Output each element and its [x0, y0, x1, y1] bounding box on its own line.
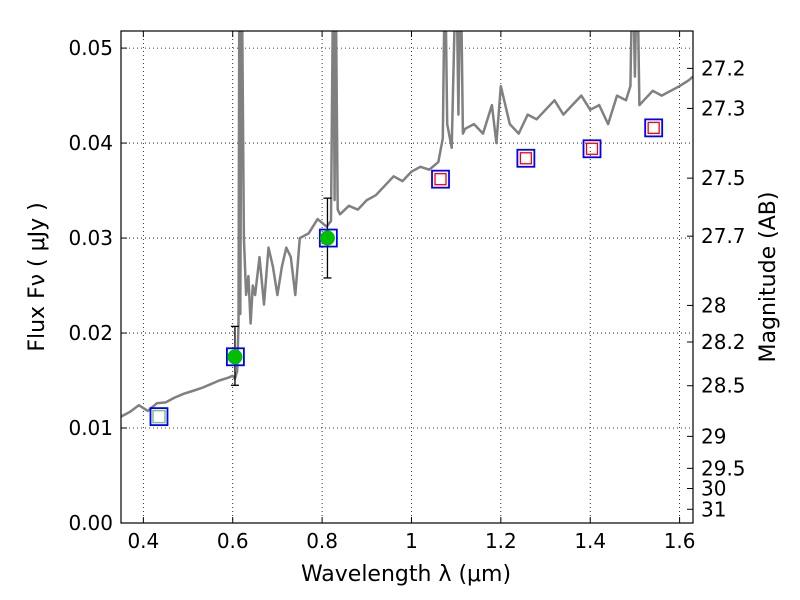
y-tick-label: 0.03: [68, 226, 113, 250]
right-tick-label: 29.5: [701, 456, 746, 480]
plot-frame: [120, 30, 694, 524]
upper-limits-marker: [519, 152, 533, 165]
model-photometry-marker: [318, 228, 338, 248]
y-tick-label: 0.00: [68, 511, 113, 535]
ticks-layer: 0.4 0.6 0.8 1 1.2 1.4 1.6 0.00 0.01 0.02 0.03 0.04 0…: [68, 31, 746, 553]
right-tick-label: 28: [701, 293, 726, 317]
y-axis-label: Flux Fν ( μJy ): [25, 202, 50, 351]
x-tick-label: 0.4: [127, 529, 159, 553]
right-tick-label: 29: [701, 424, 726, 448]
model-photometry-marker: [644, 118, 664, 138]
right-tick-label: 27.2: [701, 56, 746, 80]
right-tick-label: 31: [701, 497, 726, 521]
x-tick-label: 0.8: [306, 529, 338, 553]
upper-limits-marker: [647, 121, 660, 135]
right-tick-label: 27.5: [701, 166, 746, 190]
measured-point: [319, 230, 335, 246]
right-tick-label: 27.3: [701, 96, 746, 120]
y-tick-label: 0.01: [68, 416, 113, 440]
spectrum-line: [121, 31, 693, 418]
x-tick-label: 1.2: [485, 529, 517, 553]
right-tick-label: 28.2: [701, 330, 746, 354]
grid: [121, 31, 693, 523]
faint-detection-marker: [152, 409, 166, 424]
upper-limits-marker: [434, 173, 447, 186]
model-photometry-marker: [225, 347, 245, 367]
right-tick-label: 30: [701, 477, 726, 501]
right-axis-label: Magnitude (AB): [756, 192, 781, 363]
x-tick-label: 1.6: [664, 529, 696, 553]
x-tick-label: 1.4: [574, 529, 606, 553]
right-tick-label: 28.5: [701, 374, 746, 398]
model-photometry-marker: [516, 148, 536, 168]
spectrum-layer: [121, 31, 693, 418]
upper-limits-marker: [585, 142, 599, 155]
x-tick-label: 0.6: [217, 529, 249, 553]
x-tick-label: 1: [405, 529, 418, 553]
y-tick-label: 0.04: [68, 131, 113, 155]
x-axis-label: Wavelength λ (μm): [301, 562, 511, 587]
right-tick-label: 27.7: [701, 224, 746, 248]
model-photometry-marker: [149, 407, 169, 427]
y-tick-label: 0.05: [68, 36, 113, 60]
model-photometry-marker: [582, 139, 602, 159]
model-photometry-marker: [431, 169, 450, 189]
points-layer: [149, 118, 664, 427]
measured-point: [227, 349, 243, 365]
y-tick-label: 0.02: [68, 321, 113, 345]
